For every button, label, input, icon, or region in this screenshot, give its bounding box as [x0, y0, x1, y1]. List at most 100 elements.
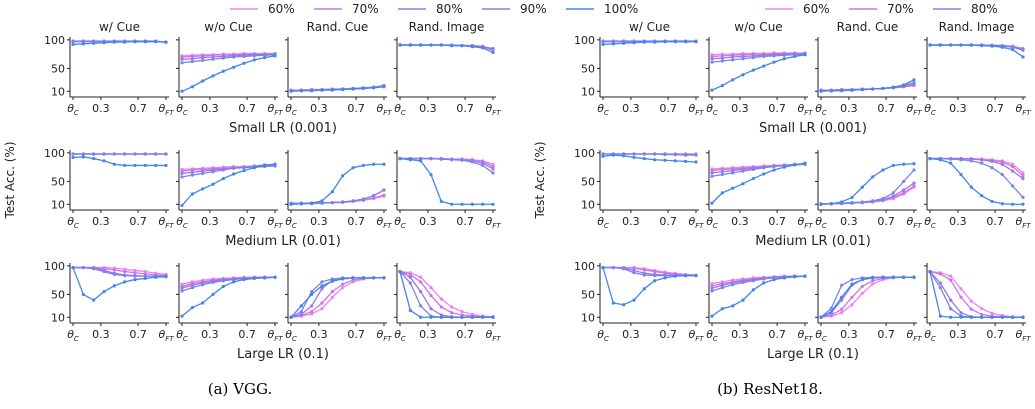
- series-line-1-3-1-5: [72, 267, 167, 301]
- row-label-2-3: Large LR (0.1): [767, 347, 859, 362]
- series-point-1-3-1-4-6: [123, 273, 127, 278]
- series-point-1-3-3-1-6: [341, 285, 345, 290]
- x-tick-label-1-1-3-2: 0.3: [310, 102, 328, 115]
- series-point-1-2-2-5-2: [190, 192, 194, 196]
- series-point-2-2-2-4-1: [710, 174, 714, 178]
- series-point-2-2-2-2-1: [710, 168, 714, 173]
- x-tick-label-2-2-2-2: 0.3: [731, 215, 749, 228]
- series-point-1-2-1-5-4: [102, 159, 106, 163]
- x-tick-label-1-1-2-3: 0.7: [238, 102, 256, 115]
- series-point-2-3-3-4-4: [850, 277, 854, 282]
- x-tick-label-1-1-4-1: θC: [394, 102, 406, 117]
- x-tick-label-2-3-2-3: 0.7: [768, 328, 786, 341]
- series-point-2-2-4-3-10: [1021, 176, 1025, 181]
- series-point-1-2-4-1-10: [491, 162, 495, 166]
- series-point-2-2-4-4-6: [980, 161, 984, 165]
- series-point-1-2-4-3-10: [491, 167, 495, 171]
- x-tick-label-2-2-2-4: θFT: [797, 215, 813, 230]
- series-point-2-2-2-5-2: [720, 191, 724, 195]
- panel-title-1-3: Rand. Cue: [307, 20, 369, 34]
- x-tick-sub: FT: [274, 335, 283, 343]
- series-point-2-3-2-4-3: [731, 283, 735, 287]
- series-point-2-3-4-1-7: [990, 311, 994, 315]
- series-point-1-1-4-5-4: [429, 43, 433, 47]
- series-point-1-3-3-1-3: [310, 312, 314, 316]
- series-point-1-3-4-2-2: [408, 272, 412, 277]
- series-point-2-1-2-4-7: [772, 54, 776, 58]
- series-point-1-3-2-5-8: [252, 276, 256, 281]
- series-point-2-2-2-5-9: [793, 163, 797, 167]
- legend-label-1-1: 60%: [268, 2, 295, 16]
- series-line-1-1-3-5: [290, 86, 385, 92]
- series-line-2-1-4-5: [930, 44, 1024, 58]
- x-tick-label-1-3-4-1: θC: [394, 328, 406, 343]
- series-point-1-1-4-5-7: [460, 43, 464, 48]
- series-point-2-1-1-5-3: [622, 41, 626, 45]
- series-point-2-2-2-4-6: [762, 166, 766, 170]
- series-point-1-3-2-5-4: [211, 292, 215, 297]
- series-point-1-2-3-5-7: [351, 166, 355, 170]
- series-point-2-2-4-5-8: [1000, 202, 1004, 206]
- series-point-1-1-4-5-8: [470, 45, 474, 49]
- series-point-2-3-3-5-4: [850, 282, 854, 286]
- series-point-1-1-3-5-4: [320, 88, 324, 92]
- series-point-1-1-1-5-5: [112, 40, 116, 44]
- x-tick-label-1-1-4-3: 0.7: [456, 102, 474, 115]
- x-tick-label-2-3-2-2: 0.3: [731, 328, 749, 341]
- x-tick-sub: C: [183, 222, 188, 230]
- series-point-2-1-4-4-9: [1011, 45, 1015, 49]
- series-point-2-1-2-4-6: [762, 54, 766, 59]
- y-tick-label-1-2-50: 50: [51, 175, 65, 188]
- series-point-1-2-2-3-1: [180, 171, 184, 176]
- x-tick-label-2-2-3-3: 0.7: [877, 215, 895, 228]
- series-point-2-1-2-4-2: [720, 59, 724, 63]
- series-point-1-1-1-5-6: [123, 40, 127, 44]
- x-tick-sub: FT: [695, 335, 704, 343]
- series-point-2-2-1-5-7: [663, 158, 667, 162]
- x-tick-label-2-1-3-1: θC: [815, 102, 827, 117]
- series-point-2-2-3-5-1: [819, 202, 823, 206]
- series-point-1-3-3-4-5: [330, 277, 334, 281]
- series-point-1-3-3-3-3: [310, 304, 314, 308]
- series-point-2-3-3-2-3: [840, 307, 844, 311]
- series-point-2-2-3-5-8: [891, 163, 895, 168]
- x-tick-label-2-2-1-4: θFT: [688, 215, 704, 230]
- x-tick-label-1-2-3-3: 0.7: [347, 215, 365, 228]
- series-point-2-2-1-5-4: [632, 155, 636, 160]
- x-tick-sub: FT: [804, 335, 813, 343]
- series-point-2-3-4-5-6: [980, 315, 984, 319]
- series-point-2-3-3-1-5: [860, 291, 864, 295]
- x-tick-sub: FT: [383, 109, 392, 117]
- series-point-2-3-3-2-2: [829, 313, 833, 317]
- series-line-1-1-2-4: [181, 54, 276, 64]
- x-tick-label-2-2-3-4: θFT: [906, 215, 922, 230]
- series-point-1-1-2-5-6: [232, 65, 236, 69]
- series-point-2-2-2-5-7: [772, 168, 776, 172]
- x-tick-label-1-1-4-2: 0.3: [419, 102, 437, 115]
- series-point-2-2-2-5-10: [803, 161, 807, 165]
- series-point-2-2-2-4-4: [741, 169, 745, 173]
- x-tick-sub: C: [74, 335, 79, 343]
- y-tick-label-2-2-100: 100: [574, 147, 595, 160]
- x-tick-label-1-1-3-3: 0.7: [347, 102, 365, 115]
- series-point-1-3-4-4-3: [419, 304, 423, 308]
- series-point-2-2-4-5-7: [990, 199, 994, 204]
- series-point-2-1-4-5-5: [969, 43, 973, 47]
- x-tick-label-2-2-1-3: 0.7: [659, 215, 677, 228]
- series-point-2-2-3-5-3: [840, 200, 844, 204]
- series-point-1-2-4-4-5: [439, 157, 443, 161]
- x-tick-label-1-2-1-3: 0.7: [129, 215, 147, 228]
- x-tick-label-1-1-4-4: θFT: [485, 102, 501, 117]
- series-point-2-3-1-5-9: [684, 273, 688, 278]
- legend-label-1-3: 80%: [436, 2, 463, 16]
- series-point-2-3-3-1-4: [850, 303, 854, 307]
- series-point-1-3-2-5-9: [263, 276, 267, 280]
- series-point-2-1-2-5-7: [772, 60, 776, 64]
- x-tick-label-2-3-1-2: 0.3: [622, 328, 640, 341]
- series-point-2-1-2-3-1: [710, 57, 714, 61]
- x-tick-sub: FT: [492, 222, 501, 230]
- x-tick-label-1-3-2-3: 0.7: [238, 328, 256, 341]
- series-point-1-2-2-2-1: [180, 169, 184, 173]
- x-tick-label-1-2-3-4: θFT: [376, 215, 392, 230]
